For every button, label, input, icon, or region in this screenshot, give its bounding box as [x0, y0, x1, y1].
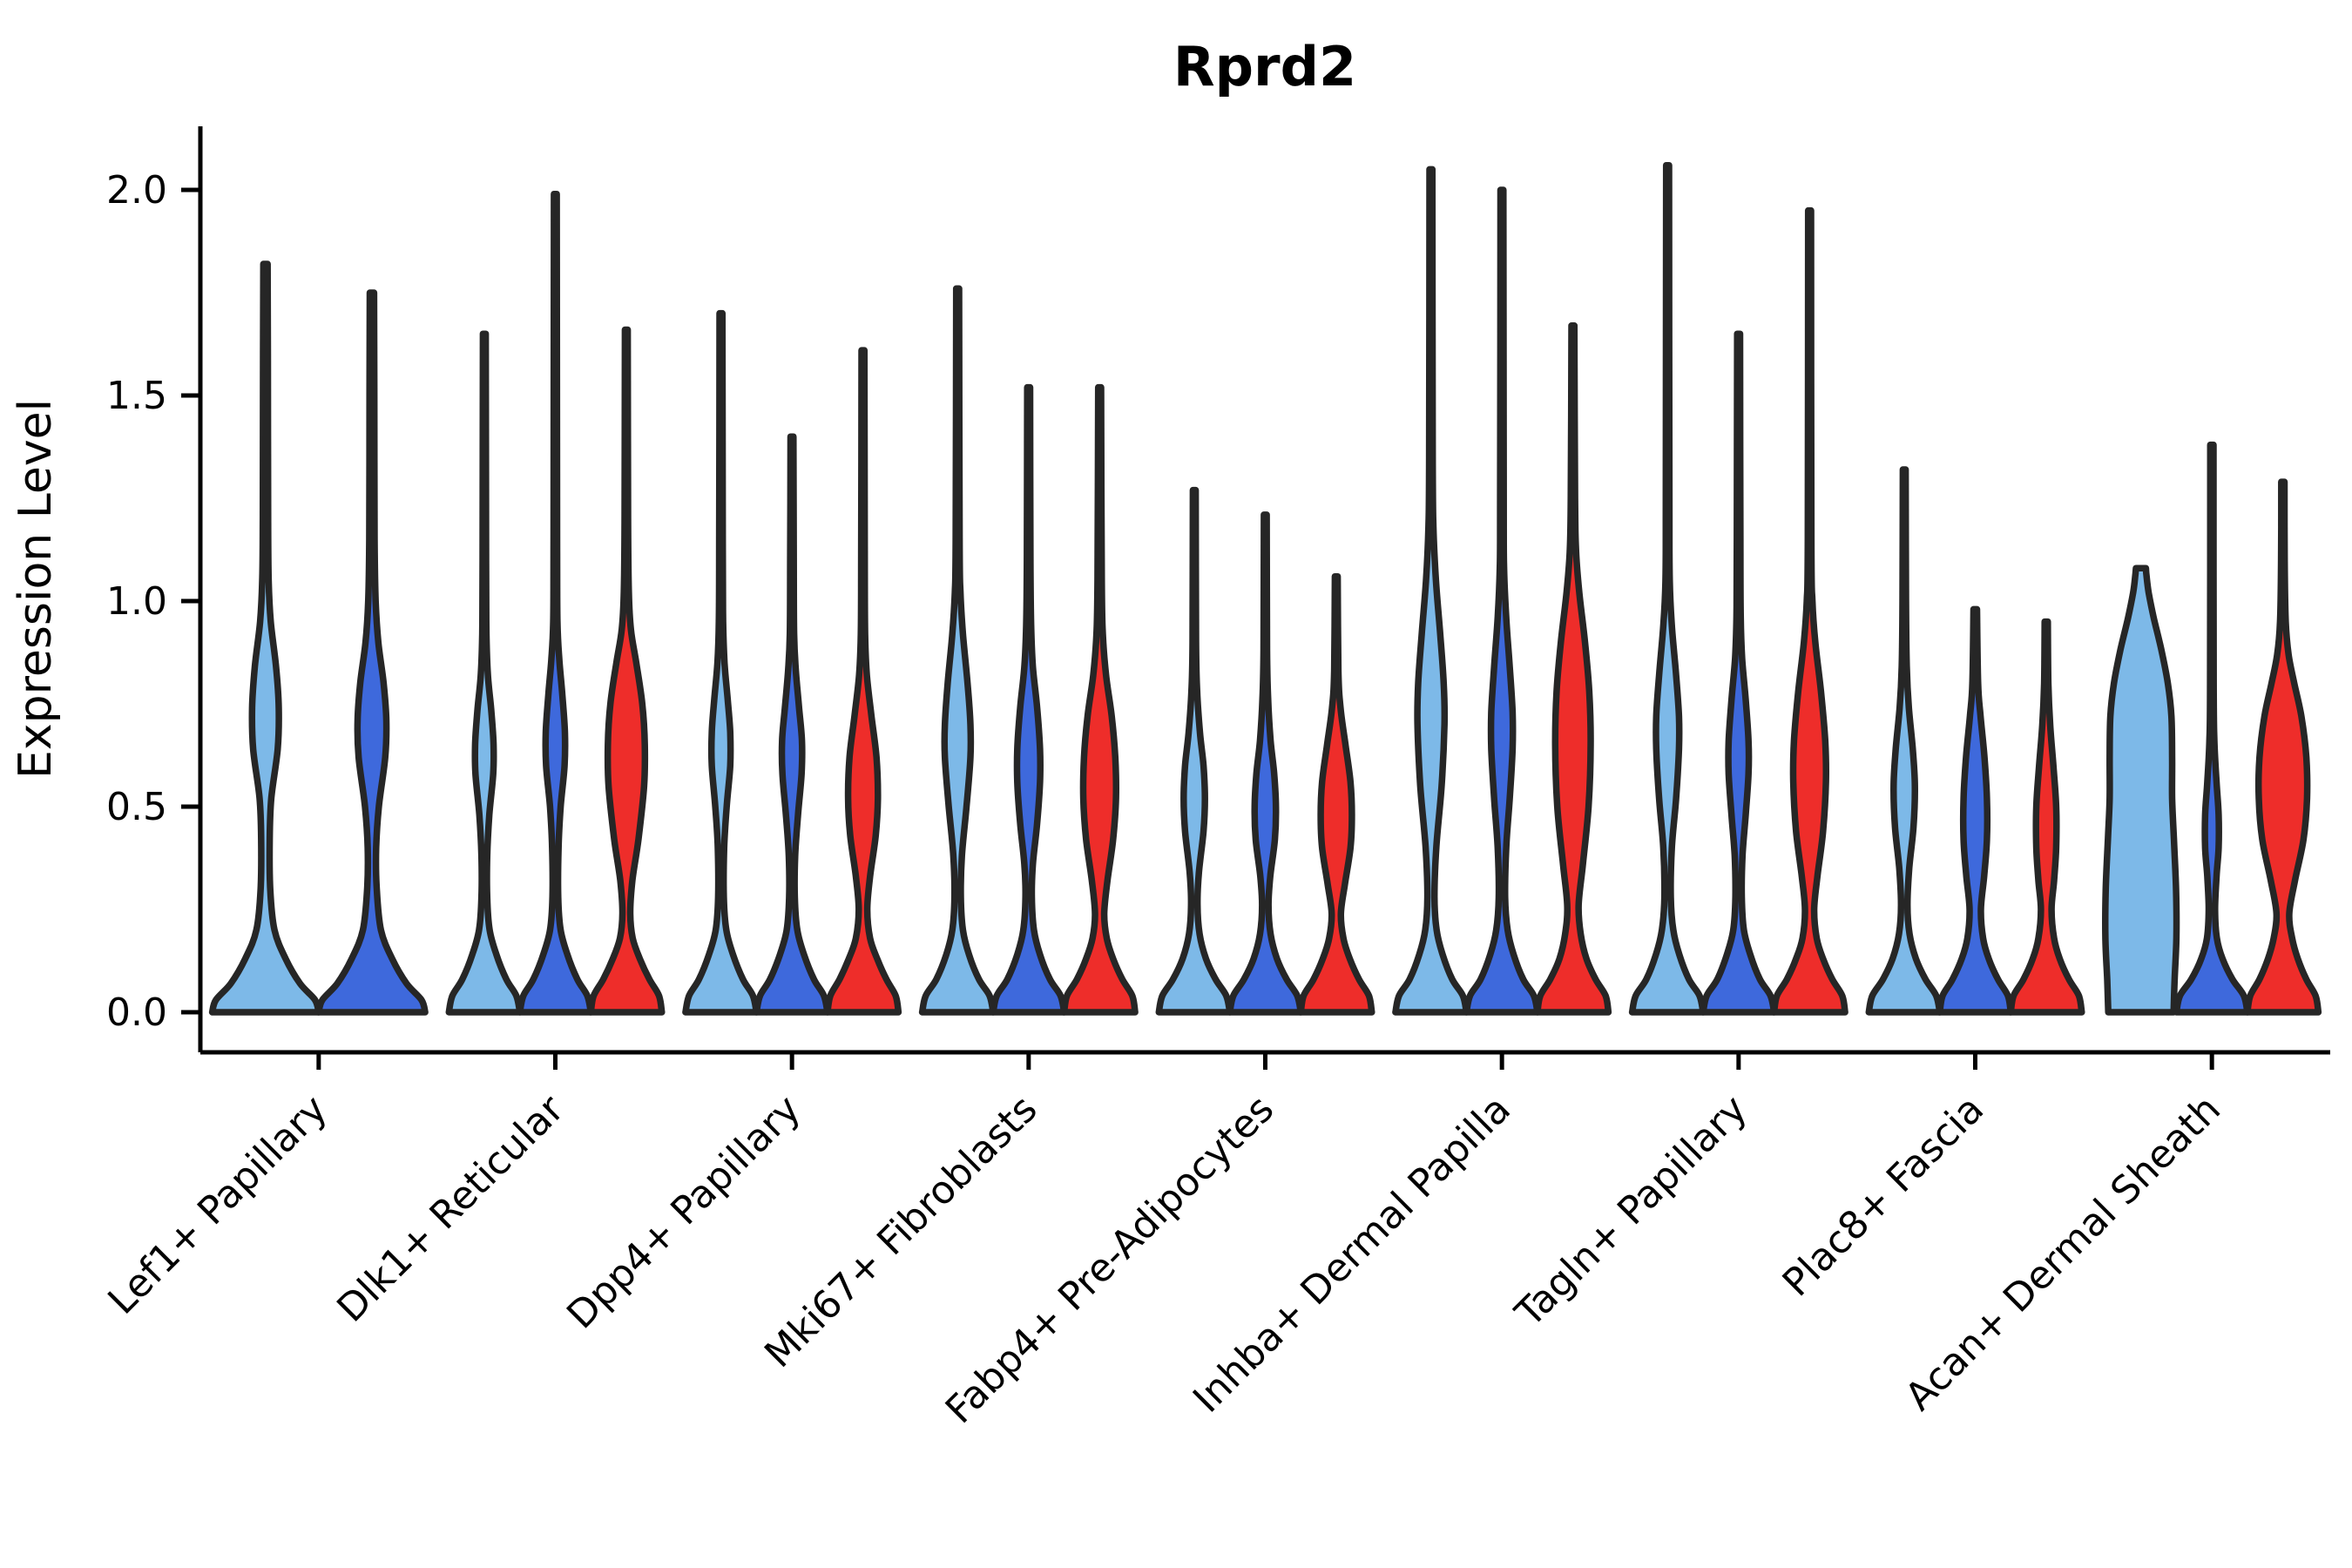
violin-tagln-papillary-light_blue	[1628, 161, 1707, 1016]
violin-acan-dermal-sheath-red	[2244, 478, 2322, 1016]
x-category-label: Mki67+ Fibroblasts	[756, 1087, 1045, 1376]
x-category-label: Dpp4+ Papillary	[558, 1087, 809, 1338]
x-category-label: Lef1+ Papillary	[100, 1087, 336, 1323]
violin-plac8-fascia-light_blue	[1865, 466, 1943, 1016]
y-tick-label: 1.5	[106, 374, 167, 418]
violin-tagln-papillary-red	[1770, 206, 1848, 1016]
violin-plac8-fascia-red	[2007, 618, 2085, 1016]
violin-lef1-papillary-dark_blue	[315, 289, 429, 1016]
violin-dlk1-reticular-dark_blue	[517, 190, 595, 1016]
y-tick-label: 1.0	[106, 579, 167, 624]
violin-inhba-dermal-papilla-light_blue	[1392, 166, 1470, 1016]
violin-acan-dermal-sheath-light_blue	[2102, 564, 2180, 1016]
violin-dpp4-papillary-dark_blue	[753, 433, 831, 1016]
violin-dlk1-reticular-red	[587, 326, 666, 1016]
y-axis-label: Expression Level	[10, 399, 62, 779]
violin-layer	[208, 161, 2322, 1016]
y-tick-label: 0.0	[106, 990, 167, 1035]
x-category-label: Tagln+ Papillary	[1506, 1087, 1755, 1336]
x-category-label: Dlk1+ Reticular	[328, 1086, 573, 1331]
chart-title: Rprd2	[1173, 35, 1356, 98]
violin-lef1-papillary-light_blue	[208, 260, 322, 1016]
y-tick-label: 2.0	[106, 168, 167, 213]
violin-acan-dermal-sheath-dark_blue	[2173, 441, 2251, 1016]
violin-inhba-dermal-papilla-dark_blue	[1463, 186, 1541, 1016]
axes-layer	[181, 126, 2330, 1070]
violin-fabp4-pre-adipocytes-light_blue	[1155, 486, 1233, 1016]
violin-plac8-fascia-dark_blue	[1936, 605, 2015, 1016]
violin-dlk1-reticular-light_blue	[445, 330, 524, 1016]
violin-inhba-dermal-papilla-red	[1534, 322, 1612, 1016]
violin-dpp4-papillary-red	[824, 347, 902, 1016]
x-category-label: Plac8+ Fascia	[1774, 1087, 1993, 1306]
violin-fabp4-pre-adipocytes-dark_blue	[1227, 511, 1305, 1016]
violin-mki67-fibroblasts-dark_blue	[990, 383, 1068, 1016]
violin-tagln-papillary-dark_blue	[1700, 330, 1778, 1016]
violin-mki67-fibroblasts-light_blue	[918, 285, 997, 1016]
violin-fabp4-pre-adipocytes-red	[1297, 572, 1375, 1016]
y-tick-label: 0.5	[106, 785, 167, 829]
violin-mki67-fibroblasts-red	[1060, 383, 1139, 1016]
violin-dpp4-papillary-light_blue	[682, 309, 760, 1016]
